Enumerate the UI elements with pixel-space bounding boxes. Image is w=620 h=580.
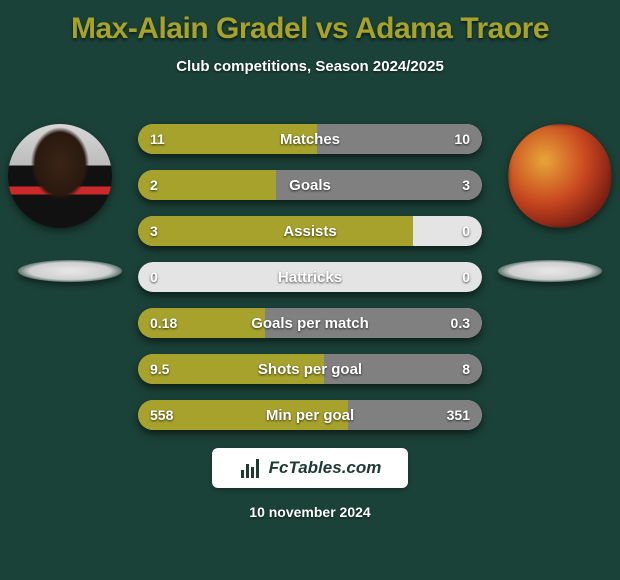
stat-fill-left	[138, 124, 317, 154]
stats-container: 1110Matches 23Goals 30Assists 00Hattricks 0.…	[138, 124, 482, 430]
comparison-card: Max-Alain Gradel vs Adama Traore Club co…	[0, 0, 620, 580]
stat-fill-left	[138, 354, 324, 384]
stat-row: 30Assists	[138, 216, 482, 246]
stat-fill-left	[138, 170, 276, 200]
avatar-right-image	[508, 124, 612, 228]
avatar-left-image	[8, 124, 112, 228]
stat-fill-right	[324, 354, 482, 384]
stat-fill-right	[265, 308, 482, 338]
player-right-avatar	[508, 124, 612, 228]
stat-fill-right	[276, 170, 482, 200]
avatar-right-shadow	[498, 260, 602, 282]
footer-date: 10 november 2024	[0, 504, 620, 520]
subtitle: Club competitions, Season 2024/2025	[0, 58, 620, 75]
stat-row: 9.58Shots per goal	[138, 354, 482, 384]
stat-row: 558351Min per goal	[138, 400, 482, 430]
stat-row: 0.180.3Goals per match	[138, 308, 482, 338]
page-title: Max-Alain Gradel vs Adama Traore	[0, 12, 620, 46]
bars-icon	[239, 456, 263, 480]
stat-row: 1110Matches	[138, 124, 482, 154]
stat-row: 23Goals	[138, 170, 482, 200]
stat-fill-left	[138, 400, 348, 430]
logo-badge: FcTables.com	[212, 448, 408, 488]
stat-track	[138, 262, 482, 292]
stat-fill-right	[348, 400, 482, 430]
avatar-left-shadow	[18, 260, 122, 282]
stat-fill-left	[138, 308, 265, 338]
stat-fill-right	[317, 124, 482, 154]
stat-fill-left	[138, 216, 413, 246]
stat-row: 00Hattricks	[138, 262, 482, 292]
player-left-avatar	[8, 124, 112, 228]
logo-text: FcTables.com	[269, 458, 382, 478]
